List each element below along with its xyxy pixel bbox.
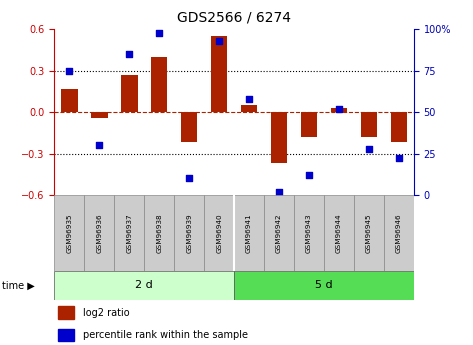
Text: GSM96935: GSM96935 — [66, 213, 72, 253]
Bar — [234, 195, 264, 271]
Bar — [391, 112, 407, 142]
Bar — [241, 105, 257, 112]
Bar — [121, 75, 138, 112]
Text: GSM96943: GSM96943 — [306, 213, 312, 253]
Text: time ▶: time ▶ — [2, 280, 35, 290]
Bar — [271, 112, 287, 163]
Bar — [234, 271, 414, 300]
Point — [125, 51, 133, 57]
Bar — [91, 112, 107, 118]
Bar — [294, 195, 324, 271]
Bar — [144, 195, 174, 271]
Bar — [324, 195, 354, 271]
Point — [96, 142, 103, 148]
Bar — [61, 89, 78, 112]
Bar — [301, 112, 317, 137]
Bar — [58, 329, 74, 342]
Text: log2 ratio: log2 ratio — [83, 308, 130, 318]
Point — [66, 68, 73, 73]
Bar — [54, 271, 234, 300]
Bar — [174, 195, 204, 271]
Text: GSM96938: GSM96938 — [156, 213, 162, 253]
Point — [275, 189, 283, 194]
Point — [305, 172, 313, 178]
Point — [365, 146, 373, 151]
Bar — [384, 195, 414, 271]
Text: 2 d: 2 d — [135, 280, 153, 290]
Text: GSM96936: GSM96936 — [96, 213, 102, 253]
Point — [335, 106, 343, 111]
Bar — [204, 195, 234, 271]
Point — [185, 176, 193, 181]
Bar — [54, 195, 84, 271]
Bar — [181, 112, 197, 142]
Text: percentile rank within the sample: percentile rank within the sample — [83, 330, 248, 340]
Bar — [211, 36, 228, 112]
Bar — [114, 195, 144, 271]
Text: GSM96937: GSM96937 — [126, 213, 132, 253]
Text: GSM96944: GSM96944 — [336, 213, 342, 253]
Bar — [58, 306, 74, 319]
Bar — [354, 195, 384, 271]
Point — [395, 156, 403, 161]
Text: GSM96942: GSM96942 — [276, 213, 282, 253]
Text: GSM96939: GSM96939 — [186, 213, 192, 253]
Point — [156, 30, 163, 36]
Text: 5 d: 5 d — [315, 280, 333, 290]
Text: GSM96945: GSM96945 — [366, 213, 372, 253]
Text: GSM96946: GSM96946 — [396, 213, 402, 253]
Text: GSM96940: GSM96940 — [216, 213, 222, 253]
Text: GSM96941: GSM96941 — [246, 213, 252, 253]
Bar — [264, 195, 294, 271]
Bar — [84, 195, 114, 271]
Text: GDS2566 / 6274: GDS2566 / 6274 — [177, 10, 291, 24]
Bar — [331, 108, 347, 112]
Point — [215, 38, 223, 44]
Bar — [151, 57, 167, 112]
Point — [245, 96, 253, 102]
Bar — [361, 112, 377, 137]
